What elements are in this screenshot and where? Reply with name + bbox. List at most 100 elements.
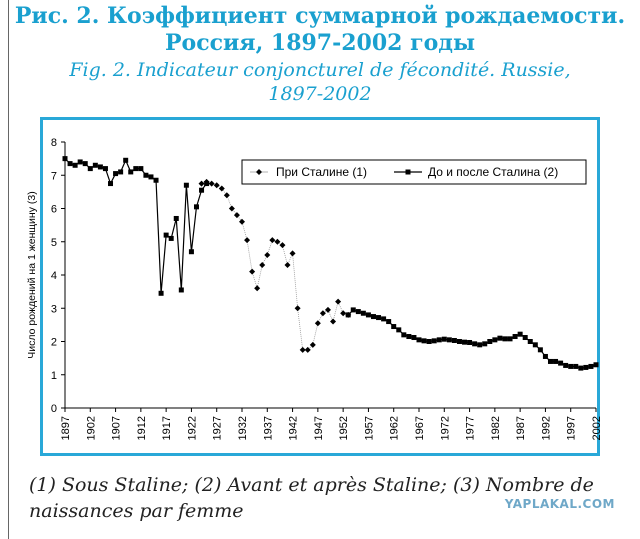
data-point-square — [532, 342, 538, 348]
data-point-square — [446, 337, 452, 343]
data-point-square — [133, 166, 139, 172]
data-point-square — [547, 358, 553, 364]
legend-marker-square — [405, 169, 411, 175]
data-point-diamond — [345, 311, 352, 318]
data-point-square — [451, 338, 457, 344]
data-point-square — [467, 339, 473, 345]
data-point-diamond — [213, 182, 220, 189]
x-tick-label: 1992 — [540, 416, 552, 440]
data-point-square — [462, 339, 468, 345]
data-point-square — [163, 232, 169, 238]
data-point-diamond — [249, 268, 256, 275]
x-tick-label: 1942 — [288, 416, 300, 440]
data-point-square — [199, 187, 205, 193]
x-tick-label: 2002 — [591, 416, 603, 440]
data-point-square — [411, 335, 417, 341]
legend-label-before-after: До и после Сталина (2) — [428, 165, 558, 179]
data-point-square — [365, 312, 371, 318]
y-axis-label: Число рождений на 1 женщину (3) — [26, 191, 38, 358]
data-point-square — [108, 181, 114, 187]
data-point-square — [517, 331, 523, 337]
data-point-diamond — [264, 252, 271, 259]
data-point-square — [553, 358, 559, 364]
data-point-square — [188, 249, 194, 255]
chart-axes: 0 1 2 3 4 5 6 7 8 1897 1902 1907 1912 1917 1922 1927 193… — [26, 137, 603, 440]
data-point-square — [178, 287, 184, 293]
data-point-square — [138, 166, 144, 172]
y-tick-label: 3 — [51, 303, 57, 315]
title-fr-line1: Fig. 2. Indicateur conjoncturel de fécon… — [69, 59, 571, 81]
data-point-square — [193, 204, 199, 210]
chart-frame — [40, 117, 600, 456]
data-point-diamond — [314, 320, 321, 327]
data-point-square — [512, 334, 518, 340]
data-point-diamond — [228, 205, 235, 212]
data-point-diamond — [218, 185, 225, 192]
x-tick-label: 1962 — [389, 416, 401, 440]
data-point-square — [391, 324, 397, 330]
data-point-square — [441, 336, 447, 342]
data-point-square — [583, 364, 589, 370]
data-point-square — [360, 310, 366, 316]
data-point-square — [113, 171, 119, 177]
data-point-square — [502, 336, 508, 342]
data-point-diamond — [299, 346, 306, 353]
x-tick-label: 1982 — [490, 416, 502, 440]
y-tick-label: 6 — [51, 204, 57, 216]
data-point-square — [406, 334, 412, 340]
x-tick-label: 1997 — [566, 416, 578, 440]
data-point-diamond — [330, 318, 337, 325]
data-point-square — [148, 174, 154, 180]
data-point-square — [381, 316, 387, 322]
data-point-diamond — [324, 306, 331, 313]
data-point-square — [158, 290, 164, 296]
x-tick-label: 1987 — [515, 416, 527, 440]
x-tick-label: 1912 — [136, 416, 148, 440]
y-tick-label: 0 — [51, 403, 57, 415]
x-tick-label: 1947 — [313, 416, 325, 440]
data-point-diamond — [203, 178, 210, 185]
x-tick-label: 1967 — [414, 416, 426, 440]
x-tick-label: 1957 — [363, 416, 375, 440]
data-point-diamond — [319, 310, 326, 317]
left-rule — [8, 0, 9, 539]
data-point-square — [97, 164, 103, 170]
data-point-diamond — [208, 180, 215, 187]
data-point-square — [173, 215, 179, 221]
footnote-line2: naissances par femme — [29, 500, 244, 522]
title-ru-line2: Россия, 1897-2002 годы — [164, 30, 476, 56]
footnote: (1) Sous Staline; (2) Avant et après Sta… — [29, 472, 629, 524]
data-point-square — [573, 363, 579, 369]
data-point-square — [507, 336, 513, 342]
x-tick-label: 1897 — [60, 416, 72, 440]
data-point-square — [436, 337, 442, 343]
data-point-square — [92, 162, 98, 168]
data-point-square — [487, 339, 493, 344]
legend-label-stalin: При Сталине (1) — [276, 165, 367, 179]
x-tick-label: 1952 — [338, 416, 350, 440]
x-tick-label: 1972 — [439, 416, 451, 440]
data-point-square — [472, 341, 478, 347]
data-point-diamond — [289, 250, 296, 257]
data-point-square — [578, 365, 584, 371]
data-point-square — [421, 338, 427, 344]
chart-legend: При Сталине (1) До и после Сталина (2) — [241, 159, 587, 185]
data-point-square — [492, 337, 498, 343]
data-point-square — [72, 162, 78, 168]
data-point-square — [563, 362, 569, 368]
data-point-square — [537, 347, 543, 353]
data-point-square — [416, 337, 422, 343]
y-tick-label: 4 — [51, 270, 57, 282]
data-point-square — [482, 341, 488, 347]
data-point-diamond — [269, 237, 276, 244]
data-point-diamond — [198, 180, 205, 187]
title-ru-line1: Рис. 2. Коэффициент суммарной рождаемост… — [14, 3, 626, 29]
data-point-square — [183, 182, 189, 188]
data-point-square — [123, 157, 129, 163]
data-point-square — [67, 161, 73, 167]
data-point-diamond — [340, 310, 347, 317]
data-point-square — [568, 363, 574, 369]
data-point-square — [118, 169, 124, 175]
data-point-square — [401, 332, 407, 338]
